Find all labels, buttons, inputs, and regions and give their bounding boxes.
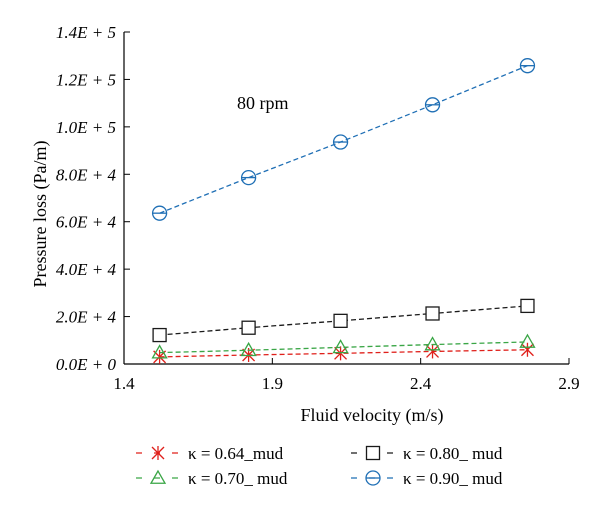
legend-item-circle: κ = 0.90_ mud [351, 469, 503, 488]
x-tick-label: 1.9 [262, 374, 283, 393]
y-tick-label: 1.4E + 5 [56, 23, 116, 42]
series-square [152, 298, 535, 343]
series-triangle [151, 333, 536, 359]
legend-label: κ = 0.64_mud [188, 444, 284, 463]
chart-annotation: 80 rpm [237, 93, 289, 113]
point-square-marker [241, 320, 256, 335]
series-line [159, 341, 528, 354]
point-square-marker [365, 445, 381, 461]
point-triangle-marker [332, 339, 349, 354]
point-square-marker [333, 313, 348, 328]
legend-label: κ = 0.80_ mud [403, 444, 503, 463]
point-triangle-marker [424, 336, 441, 351]
y-tick-label: 6.0E + 4 [56, 213, 117, 232]
axes [123, 31, 570, 365]
y-axis-label: Pressure loss (Pa/m) [30, 141, 51, 288]
point-triangle-marker [151, 344, 168, 359]
y-tick-label: 0.0E + 0 [56, 355, 117, 374]
y-tick-label: 1.2E + 5 [56, 70, 116, 89]
y-tick-label: 4.0E + 4 [56, 260, 117, 279]
series-line [159, 305, 528, 336]
point-square-marker [425, 306, 440, 321]
legend-item-triangle: κ = 0.70_ mud [136, 469, 288, 488]
legend-label: κ = 0.70_ mud [188, 469, 288, 488]
legend: κ = 0.64_mud κ = 0.70_ mud κ = 0.80_ mud κ … [136, 444, 503, 488]
legend-item-asterisk: κ = 0.64_mud [136, 444, 284, 463]
data-series [151, 58, 536, 364]
point-square-marker [152, 327, 167, 343]
point-triangle-marker [240, 341, 257, 357]
legend-label: κ = 0.90_ mud [403, 469, 503, 488]
x-tick-label: 1.4 [113, 374, 135, 393]
legend-item-square: κ = 0.80_ mud [351, 444, 503, 463]
y-tick-label: 1.0E + 5 [56, 118, 116, 137]
series-circle [151, 58, 536, 221]
x-tick-label: 2.4 [410, 374, 432, 393]
point-triangle-marker [149, 469, 167, 484]
series-line [159, 349, 528, 358]
x-tick-label: 2.9 [558, 374, 579, 393]
y-tick-label: 2.0E + 4 [56, 308, 117, 327]
tick-labels: 0.0E + 0 2.0E + 4 4.0E + 4 6.0E + 4 8.0E + 4… [56, 23, 580, 393]
series-line [159, 65, 528, 214]
point-triangle-marker [519, 333, 536, 348]
x-axis-label: Fluid velocity (m/s) [301, 405, 444, 426]
y-tick-label: 8.0E + 4 [56, 165, 117, 184]
point-square-marker [520, 298, 535, 314]
